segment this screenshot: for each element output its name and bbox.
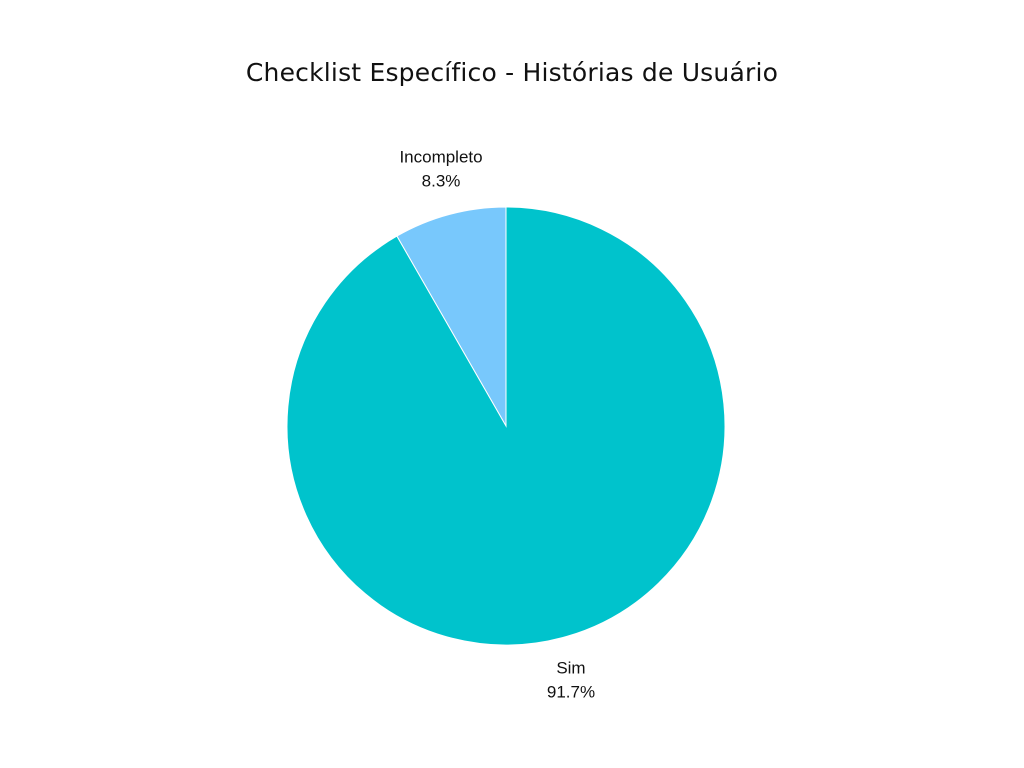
slice-label-incompleto: Incompleto (399, 148, 482, 167)
pie-slice-incompleto (396, 206, 507, 428)
slice-value-incompleto: 8.3% (422, 172, 461, 191)
slice-label-sim: Sim (556, 658, 585, 677)
chart-title: Checklist Específico - Histórias de Usuá… (245, 58, 779, 87)
pie-slice-sim (286, 206, 726, 646)
slice-value-sim: 91.7% (547, 682, 595, 701)
